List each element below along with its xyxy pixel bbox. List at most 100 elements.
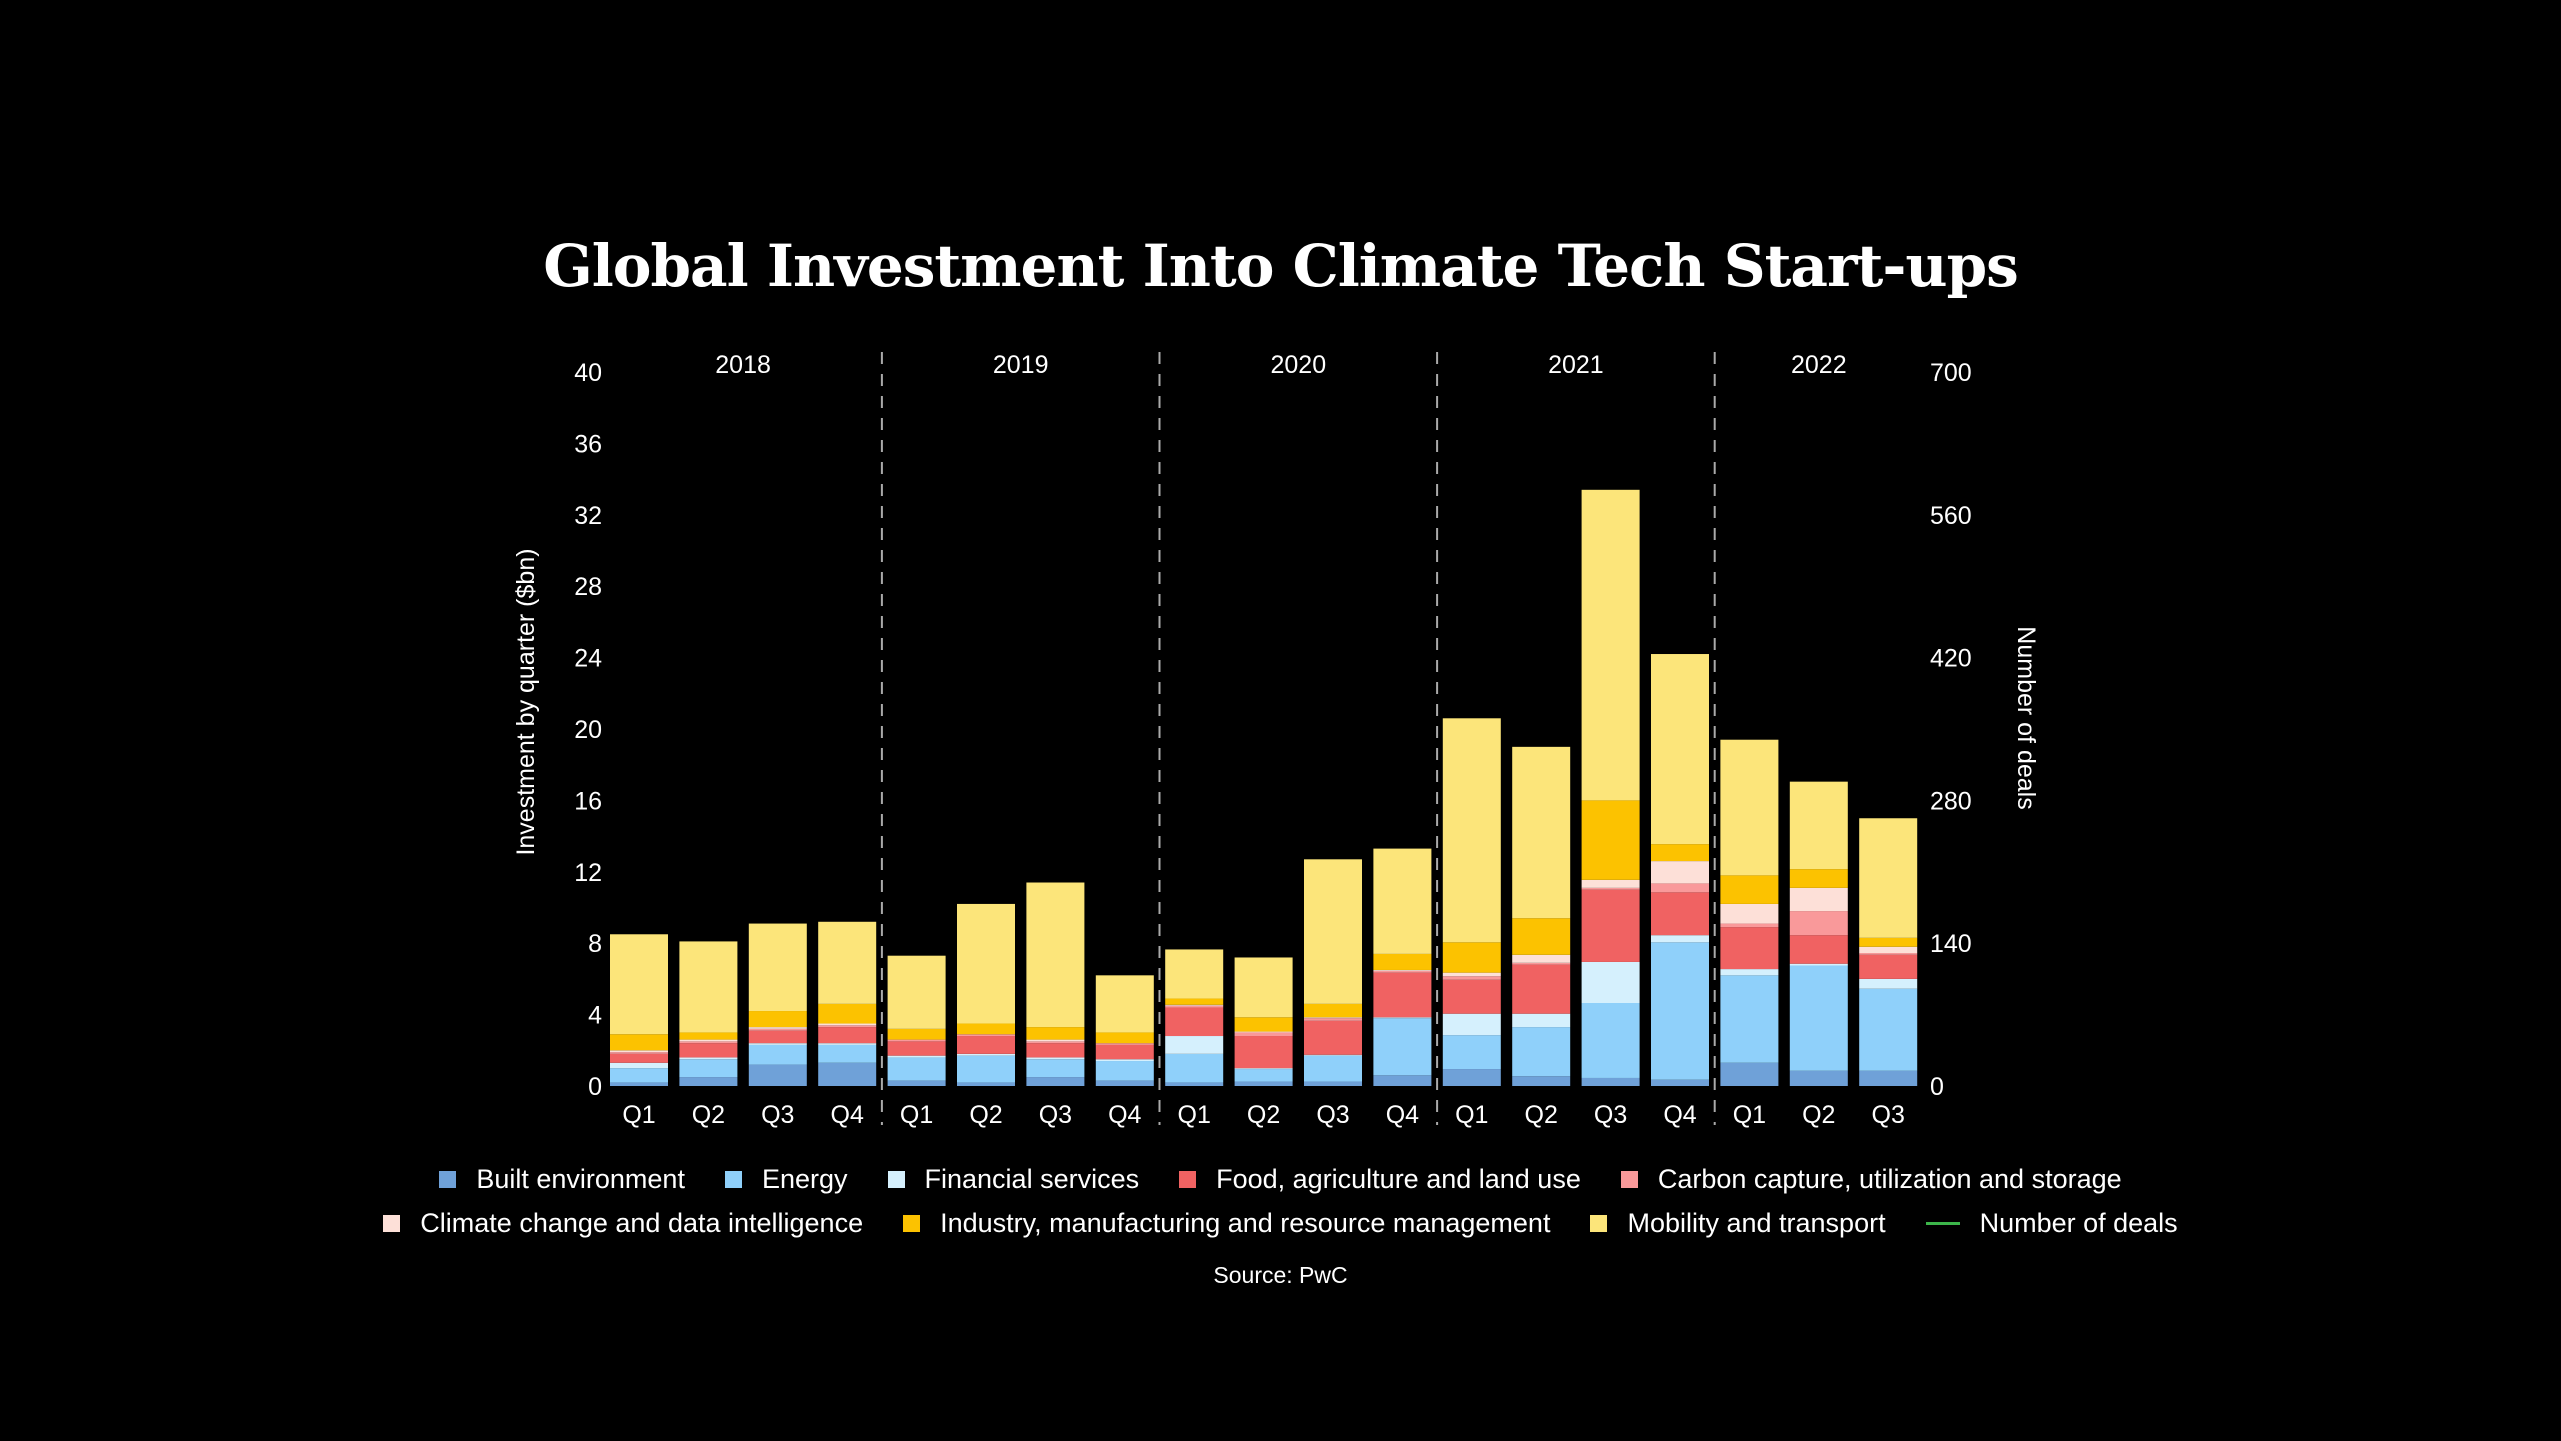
- bar-segment: [1859, 937, 1918, 947]
- bar-segment: [1095, 1080, 1154, 1086]
- y-tick-label: 16: [574, 787, 602, 815]
- bar-segment: [1304, 1020, 1362, 1055]
- bar-segment: [1026, 1043, 1085, 1058]
- x-tick-label: Q1: [900, 1101, 933, 1129]
- y-tick-label: 28: [574, 573, 602, 601]
- x-tick-label: Q1: [1178, 1101, 1211, 1129]
- bar-segment: [1373, 972, 1432, 1018]
- bar-segment: [1859, 988, 1918, 1071]
- legend-label: Carbon capture, utilization and storage: [1657, 1164, 2122, 1194]
- bar-segment: [1512, 1076, 1571, 1086]
- x-tick-label: Q3: [1316, 1101, 1349, 1129]
- legend-label: Industry, manufacturing and resource man…: [940, 1208, 1551, 1238]
- bar-segment: [679, 1059, 738, 1078]
- bar-segment: [1442, 972, 1501, 977]
- bar-segment: [1234, 1017, 1293, 1032]
- bar-segment: [1720, 739, 1779, 876]
- bar-segment: [1373, 970, 1432, 973]
- bar-segment: [1859, 953, 1918, 955]
- bar-segment: [818, 1043, 877, 1045]
- x-tick-label: Q3: [761, 1101, 794, 1129]
- legend-item: Climate change and data intelligence: [383, 1208, 863, 1239]
- legend-swatch: [724, 1171, 742, 1188]
- y2-tick-label: 140: [1930, 930, 1972, 958]
- legend-item: Mobility and transport: [1590, 1208, 1886, 1239]
- bar-segment: [1581, 1077, 1640, 1086]
- x-tick-label: Q3: [1872, 1101, 1905, 1129]
- year-label: 2019: [993, 351, 1049, 379]
- bar-segment: [1859, 946, 1918, 954]
- bar-segment: [1373, 969, 1432, 971]
- legend-item: Financial services: [887, 1164, 1139, 1195]
- bar-segment: [1442, 976, 1501, 980]
- bar-segment: [679, 1032, 738, 1040]
- bar-segment: [748, 1028, 807, 1031]
- bar-segment: [1442, 718, 1501, 943]
- legend-label: Food, agriculture and land use: [1216, 1164, 1581, 1194]
- bar-segment: [1651, 942, 1709, 1080]
- bar-segment: [1165, 949, 1224, 999]
- bar-segment: [1165, 1004, 1224, 1006]
- bar-segment: [1512, 746, 1571, 919]
- bar-segment: [818, 1044, 877, 1063]
- bar-segment: [1789, 869, 1848, 888]
- bar-segment: [1165, 1082, 1224, 1086]
- legend-line-swatch: [1925, 1222, 1960, 1225]
- bar-segment: [1512, 964, 1571, 1014]
- bar-segment: [1304, 1018, 1362, 1021]
- bar-segment: [1720, 875, 1779, 904]
- y2-tick-label: 420: [1930, 645, 1972, 673]
- x-tick-label: Q1: [622, 1101, 655, 1129]
- y-tick-label: 8: [588, 930, 602, 958]
- y2-axis-label: Number of deals: [2012, 626, 2040, 809]
- bar-segment: [1581, 889, 1640, 962]
- bar-segment: [1859, 818, 1918, 938]
- bar-segment: [1026, 1027, 1085, 1040]
- y2-tick-label: 0: [1930, 1073, 1944, 1101]
- bar-segment: [1789, 1070, 1848, 1086]
- bar-segment: [1581, 489, 1640, 801]
- x-tick-label: Q4: [1108, 1101, 1141, 1129]
- y-tick-label: 20: [574, 716, 602, 744]
- bar-segment: [957, 1034, 1015, 1037]
- bar-segment: [1789, 965, 1848, 1071]
- bar-segment: [1859, 978, 1918, 989]
- bar-segment: [1442, 1069, 1501, 1086]
- bar-segment: [1442, 1035, 1501, 1070]
- y-tick-label: 4: [588, 1002, 602, 1030]
- bar-segment: [1234, 1031, 1293, 1033]
- bar-segment: [1512, 1013, 1571, 1028]
- bar-segment: [610, 1082, 668, 1086]
- legend-swatch: [1590, 1215, 1608, 1232]
- legend-label: Built environment: [476, 1164, 685, 1194]
- x-tick-label: Q1: [1733, 1101, 1766, 1129]
- legend-row: Built environment Energy Financial service…: [0, 1164, 2561, 1195]
- bar-segment: [1651, 1079, 1709, 1086]
- legend-swatch: [1179, 1171, 1197, 1188]
- bar-segment: [818, 1027, 877, 1044]
- bar-segment: [1165, 1036, 1224, 1054]
- legend-swatch: [1620, 1171, 1638, 1188]
- bar-segment: [957, 1082, 1015, 1086]
- legend-item: Energy: [724, 1164, 848, 1195]
- bar-segment: [1234, 1032, 1293, 1037]
- year-label: 2018: [715, 351, 771, 379]
- bar-segment: [1165, 998, 1224, 1005]
- bar-segment: [1651, 935, 1709, 943]
- x-tick-label: Q4: [1663, 1101, 1696, 1129]
- bar-segment: [748, 1044, 807, 1065]
- bar-segment: [1720, 1062, 1779, 1086]
- y2-tick-label: 700: [1930, 359, 1972, 387]
- legend-item: Industry, manufacturing and resource man…: [903, 1208, 1550, 1239]
- x-tick-label: Q2: [1802, 1101, 1835, 1129]
- bar-segment: [1859, 954, 1918, 979]
- bar-segment: [748, 923, 807, 1012]
- x-tick-label: Q2: [1247, 1101, 1280, 1129]
- y2-tick-label: 560: [1930, 502, 1972, 530]
- bar-segment: [957, 1055, 1015, 1083]
- chart-title: Global Investment Into Climate Tech Star…: [543, 232, 2019, 300]
- bar-segment: [1026, 1059, 1085, 1078]
- year-label: 2020: [1270, 351, 1326, 379]
- bar-segment: [748, 1064, 807, 1086]
- bar-segment: [679, 1057, 738, 1060]
